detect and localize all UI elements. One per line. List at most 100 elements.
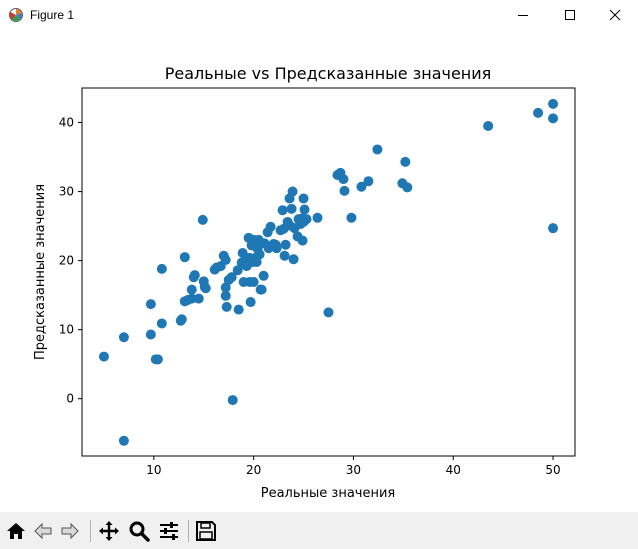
data-point [227, 395, 238, 406]
data-point [186, 293, 197, 304]
magnifier-icon [129, 521, 150, 542]
data-point [200, 283, 211, 294]
window-titlebar: Figure 1 [0, 0, 638, 30]
data-point [339, 185, 350, 196]
data-point [279, 250, 290, 261]
data-point [176, 314, 187, 325]
data-point [346, 212, 357, 223]
data-point [258, 270, 269, 281]
data-point [118, 332, 129, 343]
data-point [186, 284, 197, 295]
y-tick-label: 40 [59, 116, 74, 130]
toolbar-separator [90, 520, 91, 542]
data-point [483, 120, 494, 131]
y-axis-label: Предсказанные значения [33, 184, 48, 360]
floppy-disk-icon [196, 521, 216, 541]
data-point [254, 249, 265, 260]
x-tick-label: 50 [545, 463, 560, 477]
data-point [548, 113, 559, 124]
data-point [232, 265, 243, 276]
forward-button[interactable] [57, 518, 83, 544]
minimize-icon [518, 15, 528, 16]
plot-frame [81, 87, 576, 457]
data-point [338, 174, 349, 185]
data-point [145, 329, 156, 340]
data-point [226, 272, 237, 283]
scatter-chart: Реальные vs Предсказанные значения 10 20 3… [33, 64, 576, 501]
home-button[interactable] [3, 518, 29, 544]
navigation-toolbar [0, 512, 638, 549]
data-point [221, 301, 232, 312]
data-point [299, 204, 310, 215]
maximize-icon [565, 10, 575, 20]
y-tick-label: 30 [59, 185, 74, 199]
close-button[interactable] [592, 0, 638, 30]
data-point [297, 235, 308, 246]
save-button[interactable] [193, 518, 219, 544]
data-point [197, 214, 208, 225]
data-point [286, 203, 297, 214]
data-point [548, 98, 559, 109]
data-point [251, 256, 262, 267]
figure-canvas[interactable]: Реальные vs Предсказанные значения 10 20 3… [0, 30, 638, 508]
minimize-button[interactable] [500, 0, 546, 30]
close-icon [609, 9, 621, 21]
y-tick-label: 0 [66, 392, 74, 406]
x-tick-label: 40 [446, 463, 461, 477]
sliders-icon [160, 522, 178, 540]
data-point [323, 307, 334, 318]
data-point [280, 239, 291, 250]
home-icon [7, 523, 25, 539]
data-point [356, 181, 367, 192]
configure-subplots-button[interactable] [156, 518, 182, 544]
data-point [152, 354, 163, 365]
data-point [256, 284, 267, 295]
data-point [233, 304, 244, 315]
data-point [220, 254, 231, 265]
data-point [179, 252, 190, 263]
data-point [193, 293, 204, 304]
y-axis-ticks: 0 10 20 30 40 [59, 116, 82, 406]
x-axis-ticks: 10 20 30 40 50 [146, 456, 561, 477]
maximize-button[interactable] [547, 0, 593, 30]
zoom-button[interactable] [126, 518, 152, 544]
data-point [271, 243, 282, 254]
y-tick-label: 20 [59, 254, 74, 268]
x-tick-label: 20 [246, 463, 261, 477]
data-point [548, 223, 559, 234]
x-tick-label: 10 [146, 463, 161, 477]
data-point [372, 144, 383, 155]
data-point [288, 254, 299, 265]
matplotlib-figure-icon [9, 8, 23, 22]
data-point [363, 176, 374, 187]
data-point [312, 212, 323, 223]
x-tick-label: 30 [346, 463, 361, 477]
data-point [301, 214, 312, 225]
data-point [118, 435, 129, 446]
data-point [248, 277, 259, 288]
data-point [220, 282, 231, 293]
data-point [245, 297, 256, 308]
x-axis-label: Реальные значения [261, 486, 396, 501]
data-point [220, 290, 231, 301]
arrow-left-icon [34, 522, 52, 540]
data-point [156, 263, 167, 274]
data-point [156, 318, 167, 329]
data-point [98, 351, 109, 362]
data-point [277, 205, 288, 216]
toolbar-separator [188, 520, 189, 542]
arrow-right-icon [61, 522, 79, 540]
chart-title: Реальные vs Предсказанные значения [165, 64, 492, 83]
data-point [145, 299, 156, 310]
pan-button[interactable] [96, 518, 122, 544]
data-point [265, 221, 276, 232]
data-points [98, 98, 559, 446]
data-point [237, 248, 248, 259]
data-point [298, 193, 309, 204]
data-point [287, 186, 298, 197]
y-tick-label: 10 [59, 323, 74, 337]
move-icon [99, 521, 119, 541]
data-point [189, 270, 200, 281]
back-button[interactable] [30, 518, 56, 544]
window-title: Figure 1 [30, 8, 75, 22]
